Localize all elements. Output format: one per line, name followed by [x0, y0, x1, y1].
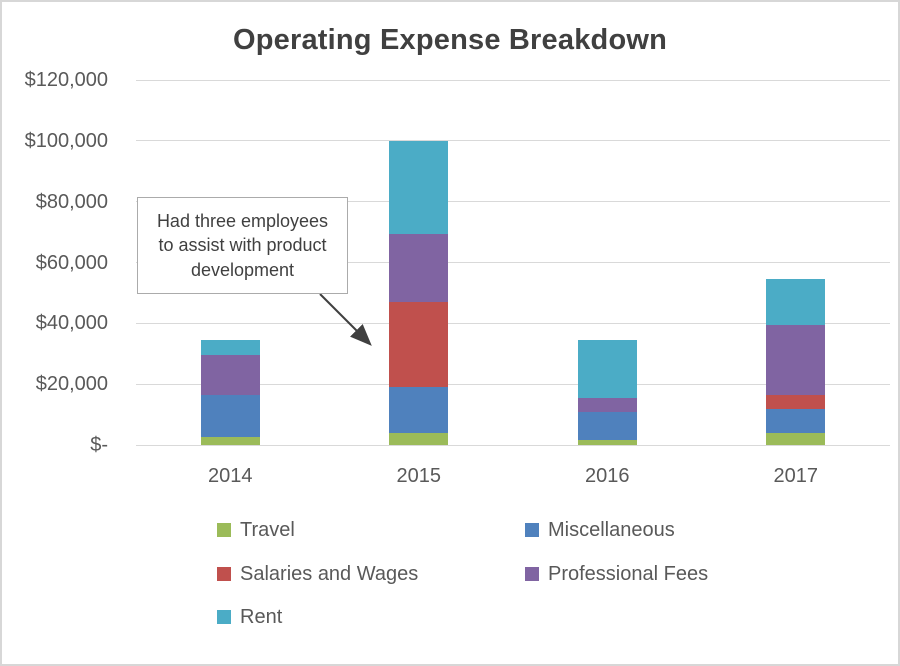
- legend-item-miscellaneous: Miscellaneous: [525, 518, 675, 542]
- gridline: [136, 140, 890, 142]
- legend-label: Salaries and Wages: [240, 562, 419, 585]
- bar-segment-2016-miscellaneous: [577, 411, 637, 441]
- gridline: [136, 201, 890, 203]
- legend-item-travel: Travel: [217, 518, 295, 542]
- x-axis-label-2016: 2016: [585, 465, 630, 487]
- y-axis-tick-label: $-: [90, 434, 108, 456]
- annotation-callout: Had three employees to assist with produ…: [137, 197, 348, 294]
- legend-item-professional-fees: Professional Fees: [525, 562, 708, 586]
- legend-marker-professional-fees-icon: [525, 567, 539, 581]
- bar-segment-2017-travel: [766, 432, 826, 445]
- legend-marker-travel-icon: [217, 523, 231, 537]
- legend-label: Rent: [240, 605, 283, 628]
- gridline: [136, 322, 890, 324]
- x-axis-label-2014: 2014: [208, 465, 253, 487]
- y-axis-tick-label: $120,000: [24, 69, 108, 91]
- bar-segment-2016-travel: [577, 440, 637, 445]
- legend-label: Travel: [240, 518, 295, 541]
- annotation-arrow-icon: [319, 293, 372, 346]
- chart-title: Operating Expense Breakdown: [232, 24, 668, 56]
- bar-segment-2015-salaries-and-wages: [389, 302, 449, 388]
- gridline: [136, 79, 890, 81]
- legend-marker-rent-icon: [217, 610, 231, 624]
- legend-item-rent: Rent: [217, 605, 282, 629]
- bar-segment-2015-travel: [389, 432, 449, 445]
- gridline: [136, 444, 890, 446]
- legend-marker-miscellaneous-icon: [525, 523, 539, 537]
- x-axis-label-2017: 2017: [773, 465, 819, 487]
- bar-segment-2014-travel: [200, 437, 260, 445]
- legend-marker-salaries-and-wages-icon: [217, 567, 231, 581]
- bar-segment-2015-professional-fees: [389, 233, 449, 303]
- y-axis-tick-label: $20,000: [35, 373, 108, 396]
- bar-segment-2016-professional-fees: [577, 397, 637, 412]
- legend-item-salaries-and-wages: Salaries and Wages: [217, 562, 418, 586]
- y-axis-tick-label: $40,000: [35, 312, 108, 335]
- bar-segment-2015-miscellaneous: [389, 387, 449, 433]
- bar-segment-2015-rent: [389, 140, 449, 234]
- x-axis-label-2015: 2015: [396, 465, 442, 487]
- bar-segment-2017-rent: [766, 279, 826, 325]
- bar-segment-2016-rent: [577, 340, 637, 398]
- legend-label: Miscellaneous: [548, 518, 675, 541]
- gridline: [136, 383, 890, 385]
- y-axis-tick-label: $80,000: [35, 190, 108, 213]
- bar-segment-2014-miscellaneous: [200, 394, 260, 438]
- bar-segment-2014-rent: [200, 340, 260, 356]
- y-axis-tick-label: $100,000: [24, 129, 108, 152]
- bar-segment-2014-professional-fees: [200, 355, 260, 395]
- legend-label: Professional Fees: [548, 562, 709, 585]
- bar-segment-2017-professional-fees: [766, 324, 826, 395]
- bar-segment-2017-miscellaneous: [766, 408, 826, 433]
- y-axis-tick-label: $60,000: [35, 251, 108, 274]
- annotation-text: Had three employees to assist with produ…: [156, 211, 329, 280]
- gridline: [136, 262, 890, 263]
- bar-segment-2017-salaries-and-wages: [766, 394, 826, 409]
